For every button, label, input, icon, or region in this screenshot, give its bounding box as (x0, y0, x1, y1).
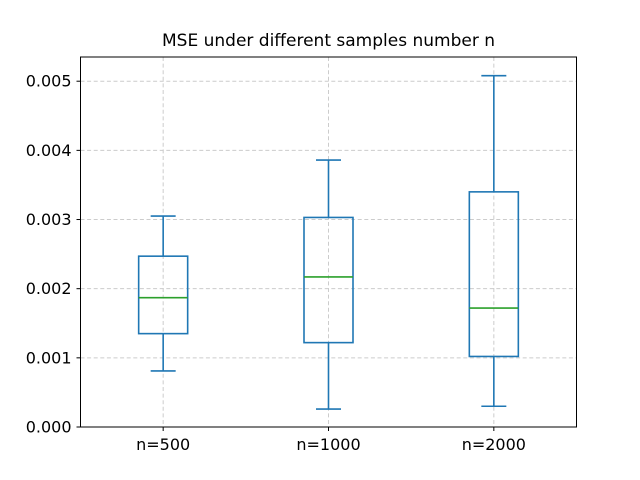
box-n=500 (137, 215, 189, 372)
box-n=1000 (303, 159, 354, 410)
box-n=2000 (468, 74, 520, 408)
y-tick-label: 0.003 (26, 210, 72, 229)
x-tick-label: n=500 (136, 435, 190, 454)
iqr-box (137, 255, 189, 335)
x-tick-label: n=1000 (296, 435, 360, 454)
y-tick-label: 0.004 (26, 141, 72, 160)
x-tick-label: n=2000 (462, 435, 526, 454)
iqr-box (468, 191, 520, 358)
y-tick-label: 0.000 (26, 418, 72, 437)
y-tick-label: 0.005 (26, 72, 72, 91)
y-tick-label: 0.002 (26, 279, 72, 298)
y-tick-label: 0.001 (26, 348, 72, 367)
chart-title: MSE under different samples number n (162, 31, 495, 51)
iqr-box (303, 216, 354, 344)
